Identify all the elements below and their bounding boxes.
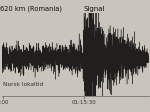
Text: 620 km (Romania): 620 km (Romania) [0,5,62,12]
Text: Signal: Signal [84,6,105,12]
Text: Norsk lokaltid: Norsk lokaltid [3,82,43,87]
